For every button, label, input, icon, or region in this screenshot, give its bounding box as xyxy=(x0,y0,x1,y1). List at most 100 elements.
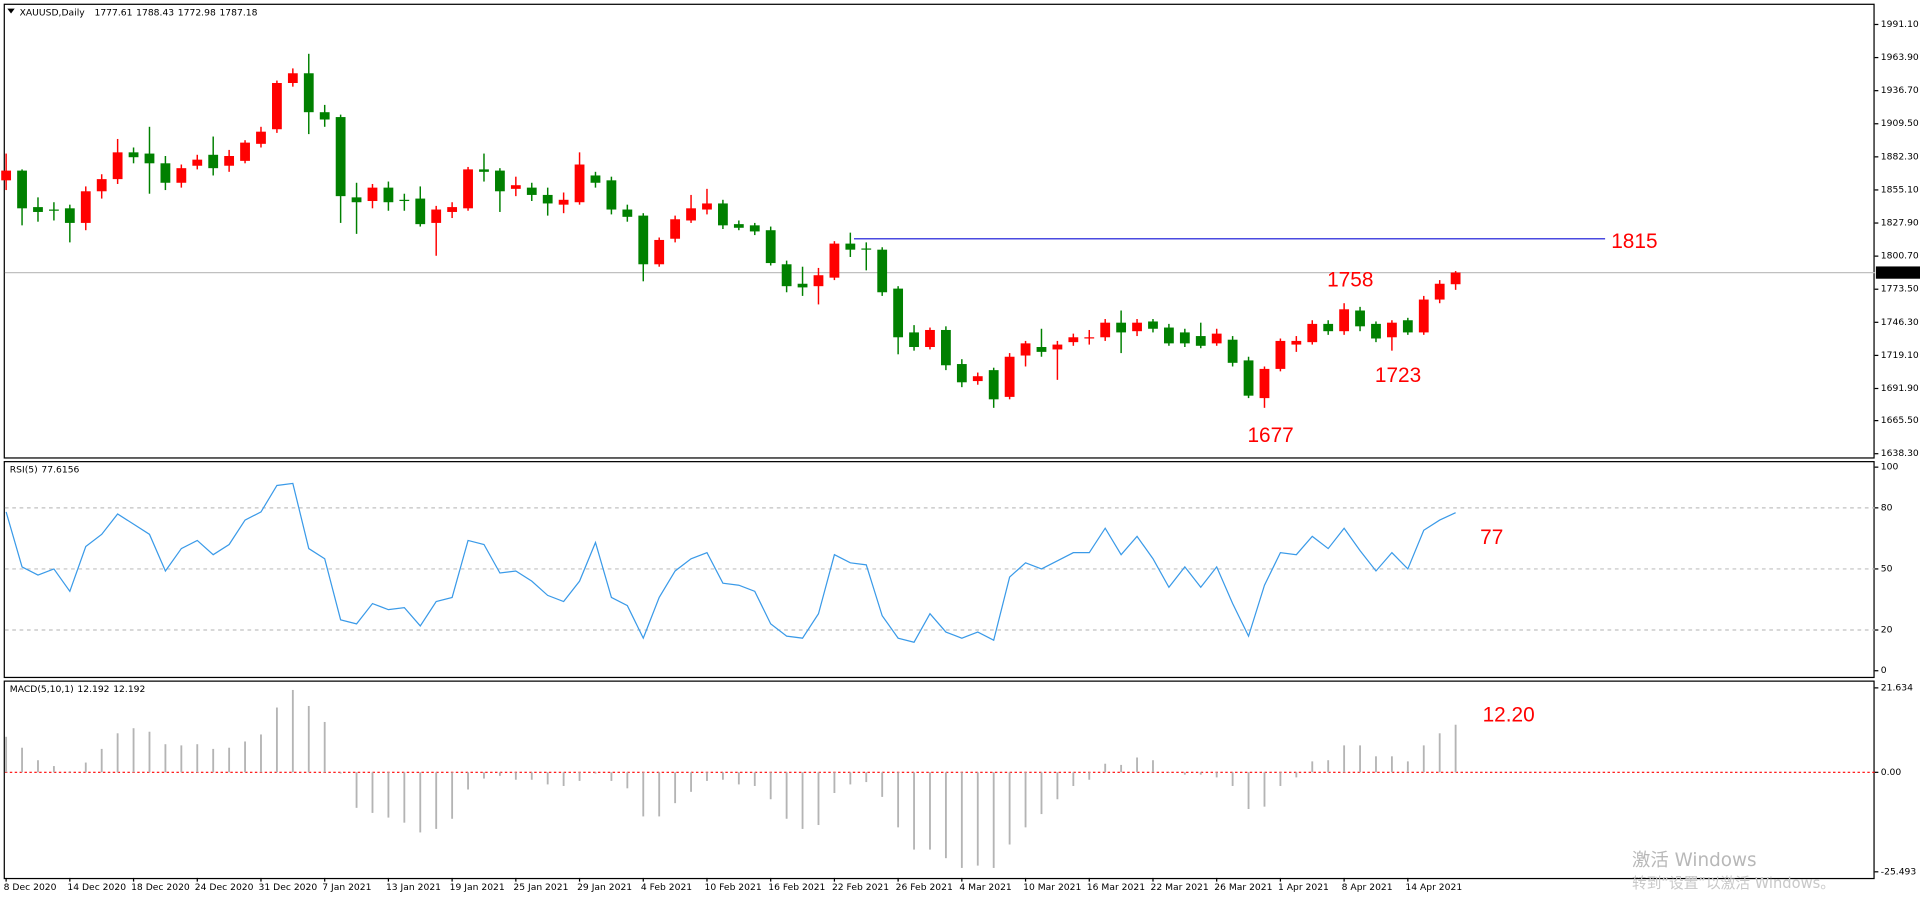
histogram-bar xyxy=(1040,772,1043,815)
candle-body xyxy=(319,112,330,120)
candle-body xyxy=(1243,360,1254,396)
histogram-bar xyxy=(562,772,565,786)
candle-body xyxy=(1004,356,1015,397)
histogram-bar xyxy=(706,772,708,781)
x-tick-label: 8 Dec 2020 xyxy=(4,882,57,893)
candle-body xyxy=(1052,344,1063,350)
histogram-bar xyxy=(817,772,820,826)
candle-body xyxy=(1259,368,1270,399)
histogram-bar xyxy=(21,747,23,773)
current-price-box xyxy=(1875,266,1920,279)
candle-body xyxy=(383,187,394,203)
y-tick-label: 0 xyxy=(1881,665,1887,676)
y-tick-label: 1882.30 xyxy=(1881,151,1919,162)
candle-body xyxy=(622,209,633,217)
candle-body xyxy=(845,243,856,250)
histogram-bar xyxy=(992,772,995,868)
candle-body xyxy=(1291,340,1302,345)
candle-body xyxy=(1227,339,1238,363)
candle-body xyxy=(1211,333,1222,344)
candle-body xyxy=(941,329,951,366)
candle-body xyxy=(1068,337,1079,343)
candle-body xyxy=(654,239,665,265)
candle-body xyxy=(956,364,967,383)
histogram-bar xyxy=(1024,772,1027,828)
x-tick-label: 4 Mar 2021 xyxy=(959,882,1011,893)
macd-panel xyxy=(3,680,1875,880)
y-tick-label: 1665.50 xyxy=(1881,415,1919,426)
histogram-bar xyxy=(881,772,884,797)
candle-body xyxy=(1323,323,1334,332)
watermark-title: 激活 Windows xyxy=(1632,850,1757,871)
macd-value: 12.192 xyxy=(77,684,109,695)
histogram-bar xyxy=(530,772,533,780)
candle-body xyxy=(64,208,75,223)
histogram-bar xyxy=(260,734,262,773)
watermark-subtitle: 转到“设置”以激活 Windows。 xyxy=(1632,875,1835,892)
rsi-title: RSI(5) 77.6156 xyxy=(10,464,80,475)
candle-body xyxy=(160,163,171,183)
histogram-bar xyxy=(1327,760,1330,773)
x-tick-label: 14 Dec 2020 xyxy=(67,882,126,893)
y-tick-label: 0.00 xyxy=(1881,767,1902,778)
candle-body xyxy=(670,219,681,239)
histogram-bar xyxy=(1375,756,1377,773)
candle-body xyxy=(702,203,712,210)
histogram-bar xyxy=(610,772,613,781)
histogram-bar xyxy=(212,748,215,773)
y-tick-label: 80 xyxy=(1881,502,1893,513)
y-tick-label: 1855.10 xyxy=(1881,184,1919,195)
candle-body xyxy=(479,169,489,172)
histogram-bar xyxy=(1167,772,1170,773)
histogram-bar xyxy=(1183,772,1186,775)
histogram-bar xyxy=(228,747,231,773)
histogram-bar xyxy=(52,766,55,773)
histogram-bar xyxy=(913,772,915,850)
histogram-bar xyxy=(291,689,294,773)
y-tick-label: -25.493 xyxy=(1881,866,1917,877)
histogram-bar xyxy=(1247,772,1250,810)
candle-body xyxy=(1148,321,1158,329)
y-tick-label: 1963.90 xyxy=(1881,52,1919,63)
x-tick-label: 25 Jan 2021 xyxy=(513,882,568,893)
x-tick-label: 16 Feb 2021 xyxy=(768,882,825,893)
candle-body xyxy=(1116,322,1127,333)
candle-body xyxy=(272,83,282,130)
price-title: XAUUSD,Daily 1777.61 1788.43 1772.98 1787.18 xyxy=(20,7,258,18)
histogram-bar xyxy=(1422,745,1425,773)
histogram-bar xyxy=(1136,757,1138,773)
x-tick-label: 22 Mar 2021 xyxy=(1151,882,1209,893)
candle-body xyxy=(192,159,203,166)
candle-body xyxy=(1275,340,1286,369)
histogram-bar xyxy=(865,772,868,783)
hline-label: 1815 xyxy=(1611,230,1657,253)
price-panel xyxy=(3,3,1875,459)
histogram-bar xyxy=(1311,761,1314,773)
ohlc-open: 1777.61 xyxy=(94,7,132,18)
candle-body xyxy=(1036,347,1047,352)
x-tick-label: 10 Feb 2021 xyxy=(705,882,762,893)
candle-body xyxy=(1434,283,1445,300)
candle-body xyxy=(1402,320,1413,333)
histogram-bar xyxy=(307,705,310,773)
candle-body xyxy=(176,168,187,183)
histogram-bar xyxy=(164,744,167,773)
candle-body xyxy=(1195,336,1206,346)
candle-body xyxy=(495,170,505,192)
histogram-bar xyxy=(626,772,629,789)
histogram-bar xyxy=(674,772,677,804)
candle-body xyxy=(351,197,362,203)
candle-body xyxy=(80,191,91,223)
histogram-bar xyxy=(116,733,119,773)
histogram-bar xyxy=(37,760,39,773)
histogram-bar xyxy=(483,772,485,779)
ohlc-close: 1787.18 xyxy=(219,7,257,18)
candle-body xyxy=(33,207,43,212)
histogram-bar xyxy=(5,736,8,773)
histogram-bar xyxy=(929,772,931,850)
histogram-bar xyxy=(1088,772,1091,780)
candle-body xyxy=(1,170,12,181)
histogram-bar xyxy=(1263,772,1266,807)
x-tick-label: 29 Jan 2021 xyxy=(577,882,632,893)
